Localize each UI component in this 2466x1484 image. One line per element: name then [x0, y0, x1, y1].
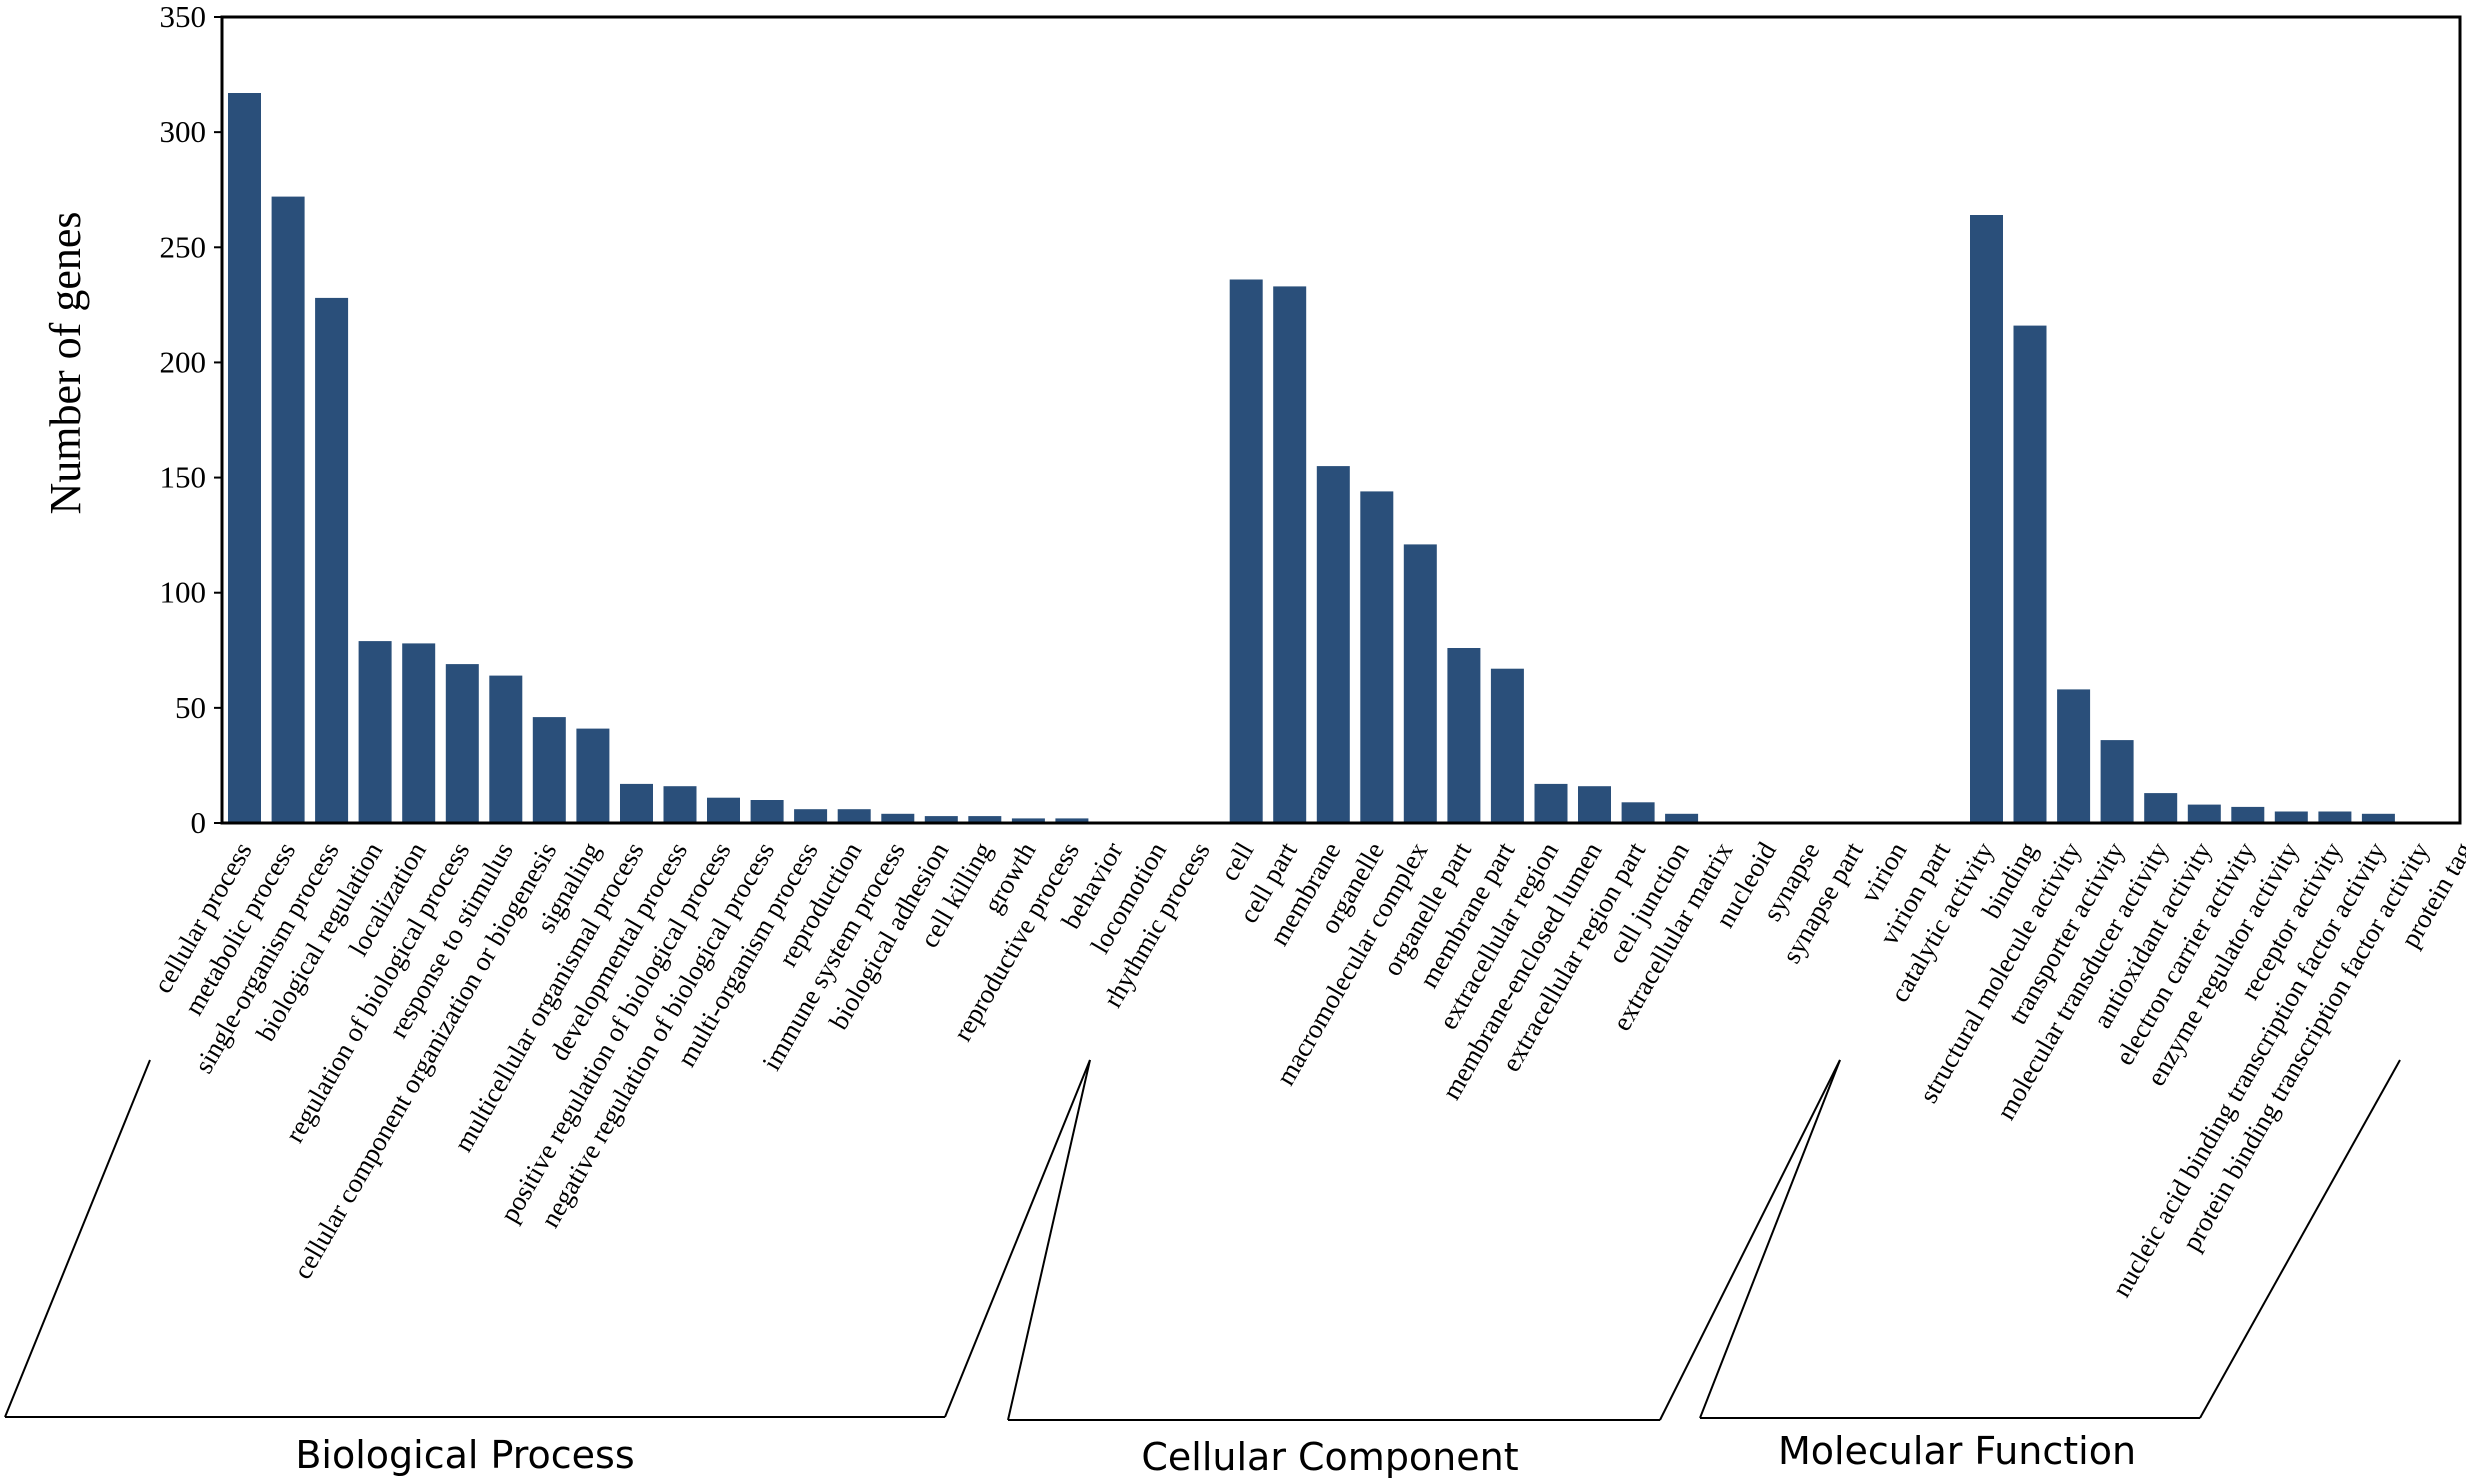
- group-bracket-left: [1007, 1059, 1091, 1421]
- group-bracket-left: [1699, 1059, 1841, 1419]
- y-tick-label: 150: [160, 460, 207, 495]
- bar: [1621, 802, 1655, 823]
- bar: [968, 816, 1002, 823]
- bars: [228, 93, 2395, 824]
- y-tick-label: 200: [160, 344, 207, 379]
- bar: [315, 297, 349, 823]
- group-bracket-right: [1659, 1059, 1841, 1421]
- bar: [402, 643, 436, 823]
- bar: [1970, 215, 2003, 823]
- bar: [2318, 811, 2352, 823]
- bar: [228, 93, 261, 823]
- bar: [576, 728, 610, 823]
- bar: [1578, 786, 1611, 823]
- y-tick-label: 0: [191, 805, 207, 840]
- bar: [2231, 806, 2265, 823]
- bar: [2013, 325, 2047, 823]
- bar: [620, 783, 653, 823]
- bar: [837, 809, 871, 823]
- y-axis-title: Number of genes: [41, 211, 90, 514]
- bar: [707, 797, 740, 823]
- bar: [532, 717, 566, 823]
- bar: [750, 800, 784, 823]
- bar: [1665, 813, 1699, 823]
- bar: [1229, 279, 1263, 823]
- bar: [794, 809, 828, 823]
- y-tick-label: 250: [160, 229, 207, 264]
- bar: [1316, 466, 1350, 823]
- bar: [1360, 491, 1394, 823]
- plot-area-frame: [220, 15, 2462, 825]
- bar: [2100, 740, 2134, 823]
- bar: [271, 196, 305, 824]
- group-label: Cellular Component: [1141, 1435, 1518, 1479]
- group-bracket-right: [944, 1059, 1091, 1418]
- group-label: Molecular Function: [1778, 1429, 2136, 1473]
- bar: [358, 641, 392, 823]
- bar: [2187, 804, 2221, 823]
- bar: [1447, 648, 1481, 823]
- y-axis: 0 50 100 150 200 250 300 350: [160, 0, 222, 840]
- bar: [2057, 689, 2091, 823]
- bar: [924, 816, 958, 823]
- bar: [1534, 783, 1568, 823]
- y-tick-label: 300: [160, 114, 207, 149]
- bar: [663, 786, 697, 823]
- bar: [1490, 668, 1524, 823]
- bar: [489, 675, 523, 823]
- bar: [881, 813, 915, 823]
- bar: [1011, 818, 1045, 823]
- bar: [2144, 793, 2178, 823]
- bar: [445, 664, 479, 823]
- bar: [1055, 818, 1089, 823]
- group-bracket-right: [2199, 1059, 2401, 1419]
- group-labels: Biological Process Cellular Component Mole…: [295, 1429, 2136, 1479]
- y-tick-label: 350: [160, 0, 207, 34]
- group-bracket-left: [4, 1059, 151, 1418]
- y-tick-label: 50: [175, 690, 206, 725]
- bar: [1403, 544, 1437, 823]
- bar: [1273, 286, 1307, 823]
- bar: [2274, 811, 2308, 823]
- bar: [2361, 813, 2395, 823]
- y-tick-label: 100: [160, 575, 207, 610]
- group-label: Biological Process: [295, 1433, 634, 1477]
- group-brackets: [4, 1059, 2401, 1421]
